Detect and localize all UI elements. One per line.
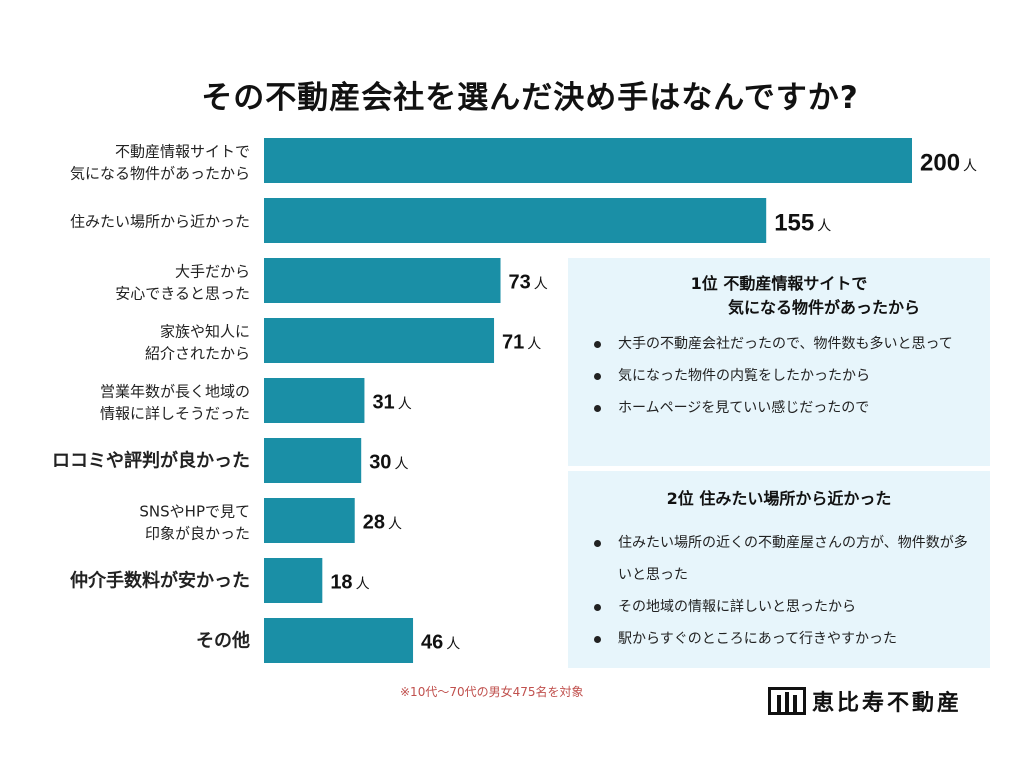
- bullet-icon: [594, 540, 601, 547]
- value-label-6: 28 人: [363, 512, 402, 534]
- rank1-heading-line1: 1位 不動産情報サイトで: [690, 274, 868, 293]
- rank1-heading: 1位 不動産情報サイトで 気になる物件があったから: [568, 272, 990, 320]
- list-item: 大手の不動産会社だったので、物件数も多いと思って: [592, 328, 974, 360]
- value-label-4: 31 人: [372, 392, 411, 414]
- value-label-2: 73 人: [509, 272, 548, 294]
- bar-1: [264, 198, 767, 243]
- bar-7: [264, 558, 323, 603]
- category-label-7: 仲介手数料が安かった: [70, 570, 250, 592]
- bar-3: [264, 318, 495, 363]
- category-label-5: ロコミや評判が良かった: [52, 450, 250, 472]
- footnote: ※10代〜70代の男女475名を対象: [400, 685, 584, 699]
- bar-2: [264, 258, 501, 303]
- category-label-6: SNSやHPで見て印象が良かった: [139, 503, 250, 543]
- category-label-8: その他: [196, 630, 250, 652]
- rank1-heading-line2: 気になる物件があったから: [727, 298, 920, 317]
- rank2-heading: 2位 住みたい場所から近かった: [666, 489, 892, 508]
- value-label-1: 155 人: [774, 210, 831, 237]
- company-logo: 恵比寿不動産: [768, 686, 962, 716]
- list-item: 住みたい場所の近くの不動産屋さんの方が、物件数が多いと思った: [592, 527, 974, 591]
- rank2-bullet-list: 住みたい場所の近くの不動産屋さんの方が、物件数が多いと思った その地域の情報に詳…: [592, 527, 974, 655]
- value-label-7: 18 人: [330, 572, 369, 594]
- rank1-bullet-list: 大手の不動産会社だったので、物件数も多いと思って 気になった物件の内覧をしたかっ…: [592, 328, 974, 424]
- value-label-0: 200 人: [920, 150, 977, 177]
- category-label-3: 家族や知人に紹介されたから: [145, 323, 250, 363]
- logo-mark-icon: [768, 687, 806, 715]
- bar-4: [264, 378, 365, 423]
- list-item: 気になった物件の内覧をしたかったから: [592, 360, 974, 392]
- category-label-1: 住みたい場所から近かった: [70, 213, 250, 231]
- value-label-3: 71 人: [502, 332, 541, 354]
- category-label-2: 大手だから安心できると思った: [115, 263, 250, 303]
- chart-title: その不動産会社を選んだ決め手はなんですか?: [201, 80, 859, 116]
- rank2-panel: 2位 住みたい場所から近かった 住みたい場所の近くの不動産屋さんの方が、物件数が…: [568, 471, 990, 668]
- value-label-8: 46 人: [421, 632, 460, 654]
- bullet-icon: [594, 636, 601, 643]
- bar-0: [264, 138, 912, 183]
- logo-text: 恵比寿不動産: [812, 691, 963, 716]
- bullet-icon: [594, 405, 601, 412]
- list-item: ホームページを見ていい感じだったので: [592, 392, 974, 424]
- bar-6: [264, 498, 355, 543]
- bar-8: [264, 618, 414, 663]
- list-item: 駅からすぐのところにあって行きやすかった: [592, 623, 974, 655]
- rank1-panel: 1位 不動産情報サイトで 気になる物件があったから 大手の不動産会社だったので、…: [568, 258, 990, 466]
- category-label-4: 営業年数が長く地域の情報に詳しそうだった: [100, 383, 250, 423]
- bar-5: [264, 438, 362, 483]
- value-label-5: 30 人: [369, 452, 408, 474]
- bullet-icon: [594, 373, 601, 380]
- category-label-0: 不動産情報サイトで気になる物件があったから: [70, 143, 250, 183]
- list-item: その地域の情報に詳しいと思ったから: [592, 591, 974, 623]
- bullet-icon: [594, 604, 601, 611]
- bullet-icon: [594, 341, 601, 348]
